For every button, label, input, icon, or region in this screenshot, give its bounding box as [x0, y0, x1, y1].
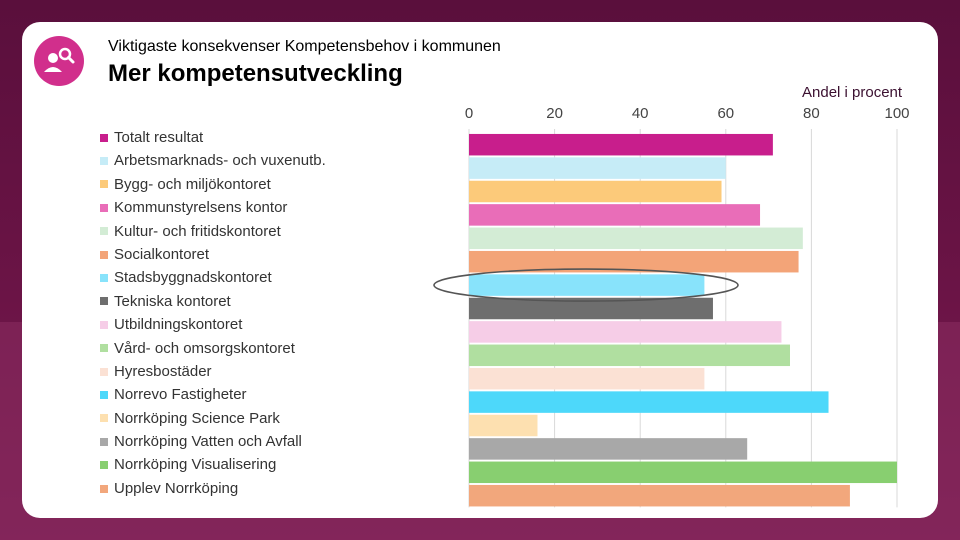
legend-item: Norrköping Science Park: [100, 407, 326, 430]
legend-item: Kultur- och fritidskontoret: [100, 220, 326, 243]
legend-label: Hyresbostäder: [114, 362, 212, 380]
bar: [469, 157, 726, 179]
legend-label: Utbildningskontoret: [114, 316, 243, 334]
legend-swatch: [100, 414, 108, 423]
legend-item: Norrevo Fastigheter: [100, 383, 326, 406]
legend-label: Norrköping Science Park: [114, 409, 280, 427]
bar: [469, 344, 790, 367]
bar: [469, 297, 713, 320]
legend-swatch: [100, 297, 108, 306]
x-tick-label: 40: [632, 105, 649, 122]
bar: [469, 274, 705, 296]
legend-label: Norrevo Fastigheter: [114, 386, 247, 404]
legend-item: Hyresbostäder: [100, 360, 326, 383]
legend-swatch: [100, 274, 108, 283]
legend-swatch: [100, 180, 108, 189]
bar: [469, 484, 850, 507]
legend-swatch: [100, 367, 108, 376]
legend-swatch: [100, 250, 108, 259]
x-tick-label: 20: [546, 105, 563, 122]
x-tick-label: 100: [884, 105, 909, 122]
legend-swatch: [100, 344, 108, 353]
bar: [469, 133, 773, 156]
legend-label: Arbetsmarknads- och vuxenutb.: [114, 152, 326, 170]
bar: [469, 414, 538, 437]
legend-item: Bygg- och miljökontoret: [100, 173, 326, 196]
legend-item: Totalt resultat: [100, 126, 326, 149]
x-tick-label: 80: [803, 105, 820, 122]
legend-swatch: [100, 320, 108, 329]
slide-card: Viktigaste konsekvenser Kompetensbehov i…: [22, 22, 938, 518]
legend-item: Tekniska kontoret: [100, 290, 326, 313]
legend-swatch: [100, 437, 108, 446]
legend-swatch: [100, 157, 108, 166]
legend-item: Vård- och omsorgskontoret: [100, 337, 326, 360]
slide-title: Mer kompetensutveckling: [108, 60, 403, 87]
legend-label: Stadsbyggnadskontoret: [114, 269, 272, 287]
legend-label: Totalt resultat: [114, 129, 204, 146]
legend-item: Upplev Norrköping: [100, 477, 326, 500]
bar: [469, 180, 722, 203]
legend-label: Bygg- och miljökontoret: [114, 175, 271, 193]
legend-item: Kommunstyrelsens kontor: [100, 196, 326, 219]
legend-swatch: [100, 390, 108, 399]
legend-item: Norrköping Visualisering: [100, 453, 326, 476]
highlight-ellipse: [433, 268, 739, 302]
legend-item: Arbetsmarknads- och vuxenutb.: [100, 149, 326, 172]
bar: [469, 367, 705, 390]
chart-legend: Totalt resultat Arbetsmarknads- och vuxen…: [100, 126, 326, 500]
legend-item: Socialkontoret: [100, 243, 326, 266]
legend-item: Stadsbyggnadskontoret: [100, 266, 326, 289]
legend-label: Upplev Norrköping: [114, 479, 239, 497]
legend-label: Socialkontoret: [114, 245, 210, 263]
legend-label: Vård- och omsorgskontoret: [114, 339, 295, 357]
bar: [469, 391, 829, 413]
bar-chart: 0 20 40 60 80 100: [433, 105, 910, 508]
legend-swatch: [100, 203, 108, 212]
legend-item: Norrköping Vatten och Avfall: [100, 430, 326, 453]
bar: [469, 461, 897, 484]
legend-label: Tekniska kontoret: [114, 292, 231, 310]
legend-swatch: [100, 227, 108, 236]
slide-subtitle: Viktigaste konsekvenser Kompetensbehov i…: [108, 38, 501, 55]
legend-swatch: [100, 133, 108, 142]
bar: [469, 438, 748, 460]
person-search-icon: [34, 36, 84, 86]
bar: [469, 321, 782, 343]
legend-label: Norrköping Visualisering: [114, 456, 277, 474]
legend-swatch: [100, 461, 108, 470]
legend-label: Kultur- och fritidskontoret: [114, 222, 281, 240]
legend-swatch: [100, 484, 108, 493]
x-tick-label: 60: [717, 105, 734, 122]
x-axis-label: Andel i procent: [802, 84, 903, 101]
bar: [469, 227, 803, 250]
legend-item: Utbildningskontoret: [100, 313, 326, 336]
x-tick-label: 0: [465, 105, 473, 122]
legend-label: Kommunstyrelsens kontor: [114, 199, 288, 217]
legend-label: Norrköping Vatten och Avfall: [114, 433, 302, 451]
bar: [469, 204, 761, 226]
bar: [469, 250, 799, 273]
